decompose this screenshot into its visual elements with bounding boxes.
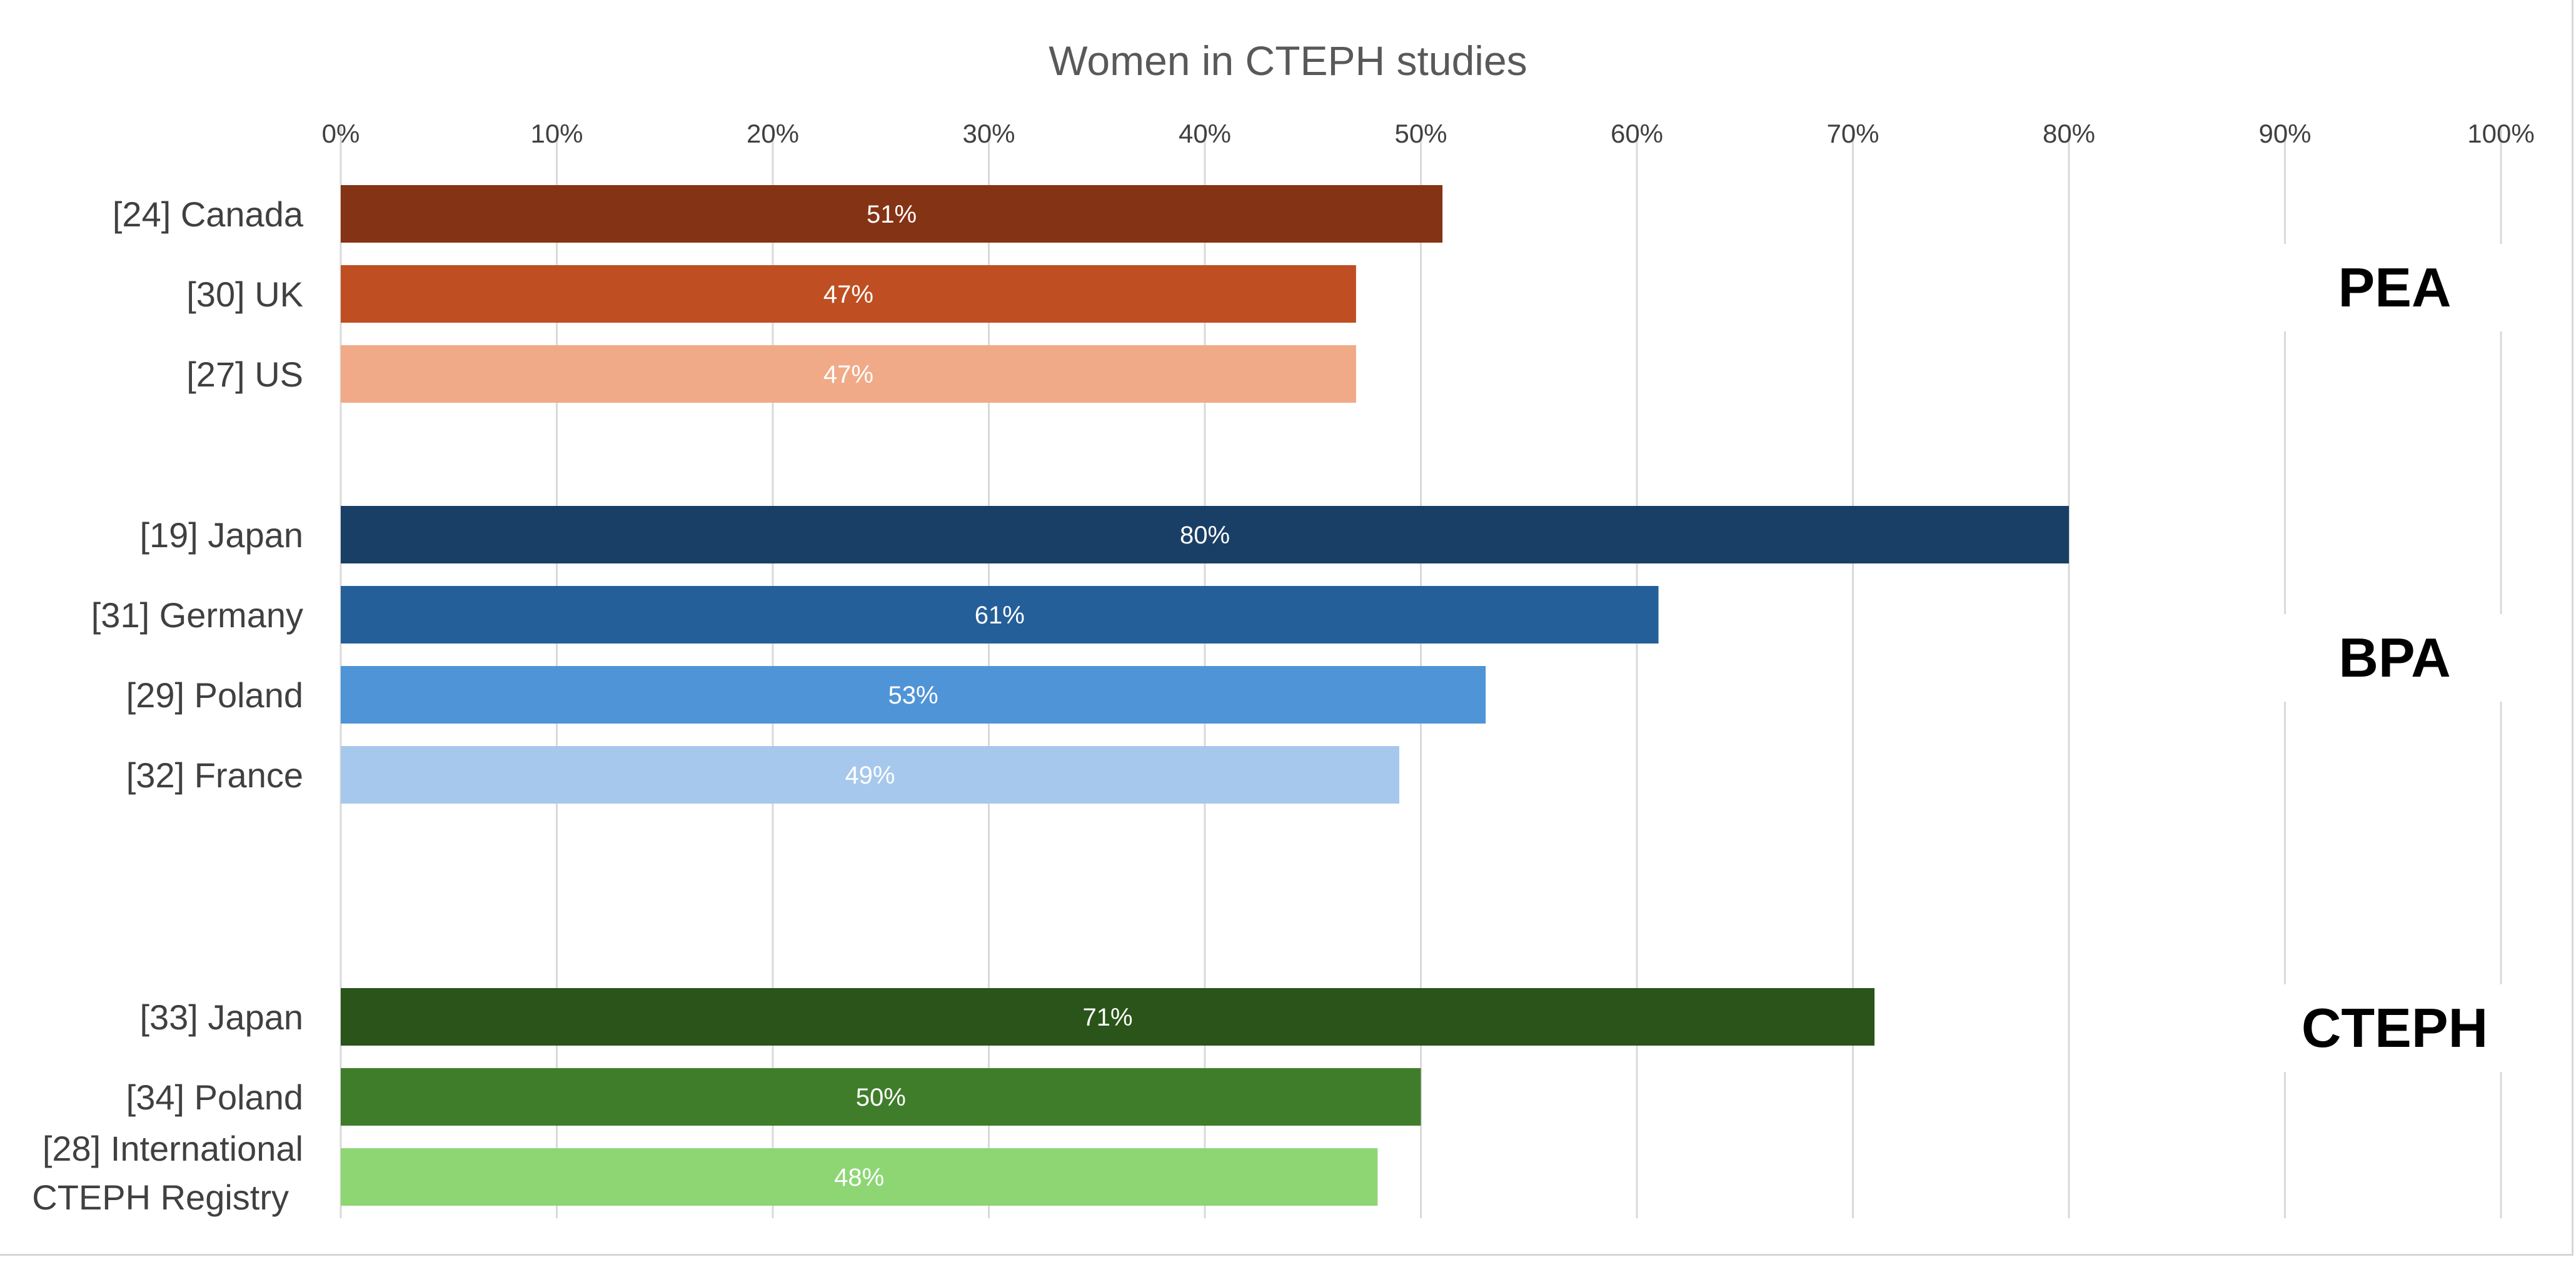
group-label-backdrop: [2276, 244, 2513, 331]
bar-value-label: 51%: [867, 201, 917, 228]
category-label: [31] Germany: [91, 595, 303, 635]
bar-bpa-3: [341, 666, 1486, 724]
bar-value-label: 71%: [1082, 1004, 1132, 1031]
category-label: [34] Poland: [126, 1078, 303, 1117]
x-tick-label: 80%: [2043, 119, 2095, 148]
bar-value-label: 49%: [845, 762, 895, 789]
group-label-pea: PEA: [2338, 256, 2452, 318]
group-label-bpa: BPA: [2338, 627, 2450, 689]
x-tick-label: 90%: [2258, 119, 2311, 148]
bar-cteph-2: [341, 1068, 1421, 1126]
group-label-backdrop: [2276, 984, 2513, 1072]
bar-cteph-3: [341, 1148, 1378, 1206]
bar-pea-2: [341, 265, 1356, 323]
bar-bpa-2: [341, 586, 1659, 644]
category-label: [30] UK: [186, 275, 303, 314]
bar-value-label: 53%: [888, 682, 938, 709]
bar-bpa-1: [341, 506, 2069, 563]
group-label-backdrop: [2276, 614, 2513, 702]
x-tick-label: 0%: [322, 119, 360, 148]
bar-pea-3: [341, 345, 1356, 403]
category-label: [32] France: [126, 755, 303, 795]
bar-value-label: 47%: [823, 361, 873, 388]
x-tick-label: 50%: [1394, 119, 1447, 148]
bars: 51% 47% 47% 80% 61% 53% 49% 71% 50% 48%: [341, 185, 2069, 1206]
category-label-line: CTEPH Registry: [32, 1178, 289, 1217]
group-labels: PEA BPA CTEPH: [2276, 244, 2513, 1072]
bar-pea-1: [341, 185, 1443, 243]
category-label: [33] Japan: [139, 997, 303, 1037]
x-tick-label: 100%: [2467, 119, 2534, 148]
category-label: [19] Japan: [139, 515, 303, 555]
bar-value-label: 48%: [834, 1164, 884, 1191]
bar-value-label: 50%: [856, 1084, 906, 1111]
category-label: [28] International CTEPH Registry: [32, 1129, 303, 1217]
category-labels: [24] Canada [30] UK [27] US [19] Japan [31] …: [32, 194, 304, 1217]
x-tick-label: 70%: [1826, 119, 1879, 148]
x-axis-ticks: 0% 10% 20% 30% 40% 50% 60% 70% 80% 90% 100%: [322, 119, 2535, 148]
group-label-cteph: CTEPH: [2302, 997, 2488, 1059]
category-label: [29] Poland: [126, 675, 303, 715]
x-tick-label: 60%: [1611, 119, 1663, 148]
category-label: [27] US: [186, 355, 303, 394]
x-tick-label: 30%: [962, 119, 1015, 148]
bar-value-label: 61%: [975, 602, 1025, 629]
bar-value-label: 47%: [823, 281, 873, 308]
x-tick-label: 10%: [530, 119, 583, 148]
bar-cteph-1: [341, 988, 1875, 1046]
bar-bpa-4: [341, 746, 1399, 804]
x-tick-label: 20%: [747, 119, 799, 148]
x-tick-label: 40%: [1179, 119, 1231, 148]
category-label-line: [28] International: [43, 1129, 303, 1168]
chart-title: Women in CTEPH studies: [1049, 38, 1527, 84]
category-label: [24] Canada: [113, 194, 304, 234]
bar-value-label: 80%: [1180, 522, 1230, 549]
